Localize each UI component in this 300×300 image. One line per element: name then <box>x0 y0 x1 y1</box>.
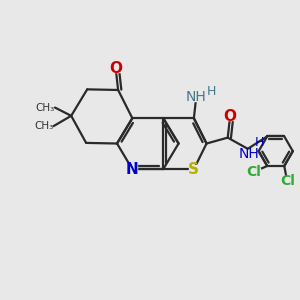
Text: Cl: Cl <box>247 165 261 179</box>
Text: O: O <box>224 109 237 124</box>
Text: S: S <box>188 162 200 177</box>
Text: CH₃: CH₃ <box>36 103 55 112</box>
Bar <box>281 177 293 185</box>
Bar <box>226 113 234 120</box>
Bar <box>244 150 255 158</box>
Text: CH₃: CH₃ <box>34 121 53 131</box>
Text: NH: NH <box>239 147 260 161</box>
Text: N: N <box>126 162 139 177</box>
Bar <box>248 168 260 176</box>
Bar <box>190 93 202 101</box>
Text: O: O <box>109 61 122 76</box>
Text: H: H <box>255 136 264 148</box>
Bar <box>112 65 120 72</box>
Text: NH: NH <box>186 90 207 104</box>
Bar <box>128 165 137 173</box>
Bar <box>189 165 199 173</box>
Text: Cl: Cl <box>280 174 295 188</box>
Text: H: H <box>206 85 216 98</box>
